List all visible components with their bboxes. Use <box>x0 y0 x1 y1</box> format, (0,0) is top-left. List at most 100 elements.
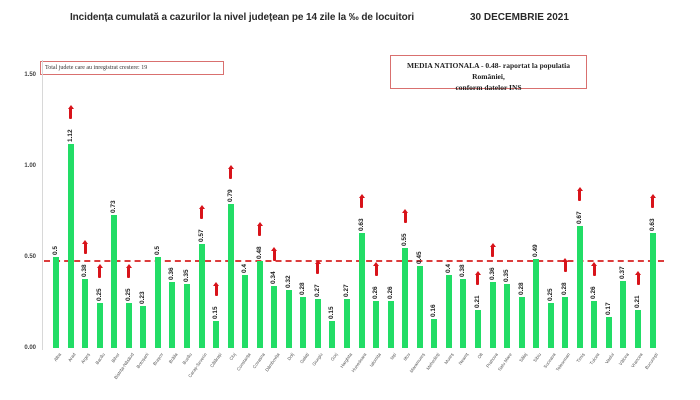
increase-arrow-icon <box>649 194 656 209</box>
bar-covasna <box>256 260 263 348</box>
value-label: 0.45 <box>415 251 423 265</box>
bar-timiș <box>576 226 583 348</box>
bar-hunedoara <box>358 233 365 348</box>
y-tick-150: 1.50 <box>24 72 36 78</box>
x-axis-label: Harghita <box>339 352 354 369</box>
x-axis-label: Buzău <box>181 352 194 366</box>
bar-bacău <box>96 302 103 348</box>
bar-mehedinți <box>431 318 438 348</box>
bar-harghita <box>344 298 350 348</box>
value-label: 0.15 <box>328 306 336 319</box>
value-label: 0.26 <box>386 286 394 299</box>
value-label: 0.48 <box>255 245 263 259</box>
x-axis-label: Vrancea <box>630 352 645 369</box>
national-average-line1: MEDIA NATIONALA - 0.48- raportat la popu… <box>407 61 570 81</box>
value-label: 0.5 <box>153 245 161 255</box>
x-axis-label: Iași <box>388 352 397 361</box>
x-axis-label: Covasna <box>251 352 266 370</box>
value-label: 0.55 <box>401 233 409 246</box>
bar-iași <box>387 300 394 348</box>
bar-alba <box>53 257 59 348</box>
bar-bihor <box>111 215 118 348</box>
bar-ialomița <box>373 300 380 348</box>
bar-prahova <box>489 282 496 348</box>
value-label: 0.27 <box>313 284 321 297</box>
bar-brăila <box>169 282 176 348</box>
increase-arrow-icon <box>358 194 365 209</box>
bar-suceava <box>547 302 554 348</box>
value-label: 0.63 <box>648 218 656 232</box>
increase-arrow-icon <box>373 261 380 276</box>
value-label: 0.21 <box>634 295 641 308</box>
x-axis-label: Mehedinți <box>425 352 441 371</box>
increase-arrow-icon <box>591 261 598 276</box>
increase-arrow-icon <box>314 259 321 274</box>
increase-arrow-icon <box>82 239 89 254</box>
increase-arrow-icon <box>562 258 569 273</box>
x-axis-label: Dolj <box>286 352 295 362</box>
x-axis-label: Sălaj <box>517 352 528 364</box>
value-label: 0.57 <box>197 229 205 243</box>
x-axis-label: Vaslui <box>604 352 616 365</box>
bar-vâlcea <box>620 280 627 348</box>
x-axis-label: Suceava <box>542 352 557 370</box>
x-axis-label: Prahova <box>484 352 499 369</box>
x-axis-label: Ialomița <box>369 352 383 368</box>
bar-argeș <box>82 278 89 348</box>
value-label: 0.28 <box>517 282 525 296</box>
x-axis-label: Giurgiu <box>311 352 325 367</box>
x-axis-label: Bacău <box>94 352 106 366</box>
bar-sibiu <box>533 258 540 348</box>
x-axis-label: Cluj <box>228 352 237 362</box>
x-axis-label: București <box>643 352 659 371</box>
value-label: 0.21 <box>473 295 481 308</box>
value-label: 0.25 <box>124 287 132 301</box>
bar-olt <box>474 309 481 348</box>
x-axis-label: Teleorman <box>555 352 572 373</box>
increase-arrow-icon <box>96 263 103 278</box>
value-label: 0.32 <box>284 275 292 288</box>
bar-dolj <box>285 289 292 348</box>
y-tick-000: 0.00 <box>24 345 36 351</box>
bar-buzău <box>183 284 190 348</box>
bar-constanța <box>242 275 249 348</box>
value-label: 0.28 <box>299 282 307 296</box>
national-average-box: MEDIA NATIONALA - 0.48- raportat la popu… <box>390 55 587 92</box>
value-label: 0.37 <box>619 266 627 279</box>
value-label: 0.34 <box>270 271 278 285</box>
x-axis-label: Ilfov <box>402 352 412 362</box>
value-label: 0.28 <box>561 282 569 296</box>
y-tick-100: 1.00 <box>24 163 36 169</box>
value-label: 0.35 <box>503 269 511 283</box>
value-label: 0.63 <box>357 218 365 232</box>
y-axis <box>42 60 43 350</box>
value-label: 0.25 <box>95 287 103 301</box>
bar-sălaj <box>518 297 525 348</box>
increase-arrow-icon <box>635 270 641 285</box>
x-axis-label: Botoșani <box>135 352 150 370</box>
bar-călărași <box>213 320 220 348</box>
increase-arrow-icon <box>125 263 132 278</box>
bar-cluj <box>227 204 234 348</box>
bar-arad <box>67 144 74 348</box>
increase-arrow-icon <box>402 208 409 223</box>
value-label: 0.26 <box>590 286 598 299</box>
bar-bistrița-năsăud <box>125 302 132 348</box>
bar-maramureș <box>416 266 423 348</box>
value-label: 0.35 <box>182 269 190 283</box>
value-label: 0.17 <box>604 302 612 316</box>
value-label: 0.26 <box>372 286 380 299</box>
value-label: 0.27 <box>343 284 350 297</box>
bar-gorj <box>329 320 336 348</box>
value-label: 0.4 <box>444 264 452 274</box>
x-axis-label: Bihor <box>110 352 121 364</box>
value-label: 0.15 <box>212 306 220 319</box>
x-axis-label: Sibiu <box>532 352 543 364</box>
increase-arrow-icon <box>474 270 481 285</box>
value-label: 0.36 <box>488 267 496 281</box>
x-axis-label: Constanța <box>235 352 252 372</box>
value-label: 0.38 <box>81 264 89 277</box>
x-axis-label: Satu Mare <box>497 352 514 372</box>
bar-brașov <box>154 257 161 348</box>
